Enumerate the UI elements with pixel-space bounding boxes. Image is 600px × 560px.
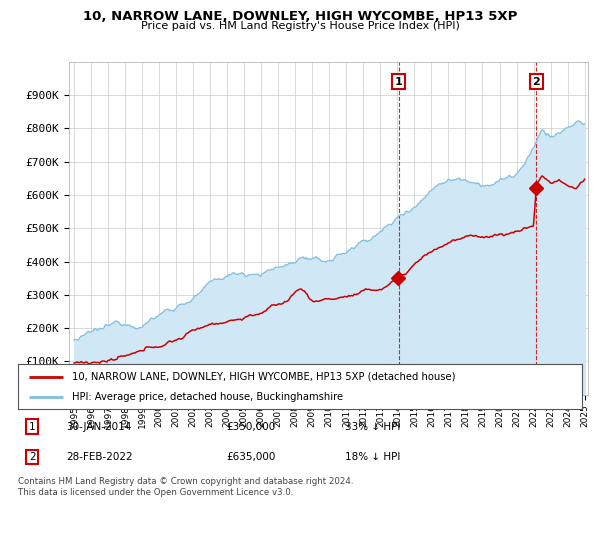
Text: 1: 1 — [395, 77, 403, 87]
Text: Price paid vs. HM Land Registry's House Price Index (HPI): Price paid vs. HM Land Registry's House … — [140, 21, 460, 31]
Text: 2: 2 — [533, 77, 541, 87]
Text: 30-JAN-2014: 30-JAN-2014 — [66, 422, 131, 432]
Text: 28-FEB-2022: 28-FEB-2022 — [66, 452, 133, 462]
Text: 18% ↓ HPI: 18% ↓ HPI — [345, 452, 400, 462]
Text: Contains HM Land Registry data © Crown copyright and database right 2024.
This d: Contains HM Land Registry data © Crown c… — [18, 477, 353, 497]
Text: 33% ↓ HPI: 33% ↓ HPI — [345, 422, 400, 432]
Text: £350,000: £350,000 — [227, 422, 276, 432]
Text: 10, NARROW LANE, DOWNLEY, HIGH WYCOMBE, HP13 5XP (detached house): 10, NARROW LANE, DOWNLEY, HIGH WYCOMBE, … — [71, 371, 455, 381]
Text: HPI: Average price, detached house, Buckinghamshire: HPI: Average price, detached house, Buck… — [71, 391, 343, 402]
Text: 10, NARROW LANE, DOWNLEY, HIGH WYCOMBE, HP13 5XP: 10, NARROW LANE, DOWNLEY, HIGH WYCOMBE, … — [83, 10, 517, 23]
Text: 1: 1 — [29, 422, 35, 432]
Text: £635,000: £635,000 — [227, 452, 276, 462]
Text: 2: 2 — [29, 452, 35, 462]
